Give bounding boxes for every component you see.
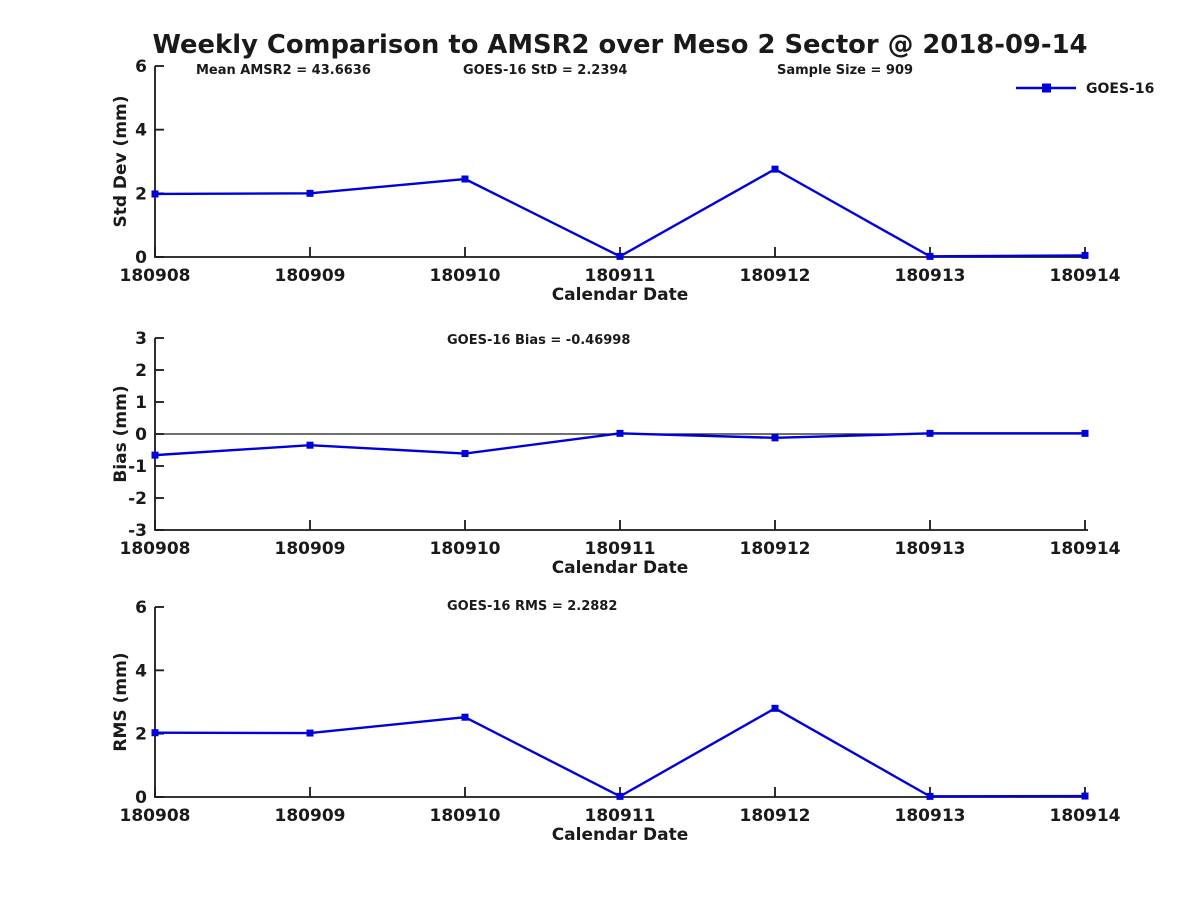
data-point-marker: [616, 252, 624, 260]
data-point-marker: [461, 713, 469, 721]
x-tick-label: 180909: [275, 539, 346, 559]
annotation: GOES-16 StD = 2.2394: [463, 63, 627, 78]
y-tick-label: 0: [135, 788, 147, 808]
data-point-marker: [306, 441, 314, 449]
data-point-marker: [306, 729, 314, 737]
data-line-goes-16: [154, 167, 1086, 258]
x-tick-label: 180910: [430, 539, 501, 559]
data-point-marker: [771, 704, 779, 712]
x-tick-label: 180913: [895, 806, 966, 826]
x-tick-label: 180909: [275, 806, 346, 826]
y-tick-label: 6: [135, 598, 147, 618]
x-axis-label: Calendar Date: [552, 825, 689, 845]
x-tick-label: 180911: [585, 806, 656, 826]
data-line-goes-16: [154, 707, 1086, 798]
x-tick-label: 180910: [430, 266, 501, 286]
x-tick-label: 180913: [895, 539, 966, 559]
annotation: GOES-16 RMS = 2.2882: [447, 599, 617, 614]
y-tick-label: 2: [135, 725, 147, 745]
data-point-marker: [771, 434, 779, 442]
data-point-marker: [616, 429, 624, 437]
y-tick-label: 1: [135, 393, 147, 413]
y-tick-label: 4: [135, 121, 147, 141]
x-tick-label: 180914: [1050, 539, 1121, 559]
y-tick-label: 3: [135, 329, 147, 349]
y-tick-label: -3: [128, 521, 147, 541]
data-point-marker: [771, 165, 779, 173]
data-point-marker: [1081, 792, 1089, 800]
y-axis-label: RMS (mm): [111, 652, 131, 751]
data-point-marker: [306, 189, 314, 197]
data-point-marker: [1081, 251, 1089, 259]
annotation: Mean AMSR2 = 43.6636: [196, 63, 371, 78]
x-tick-label: 180909: [275, 266, 346, 286]
legend-square-marker-icon: [1042, 83, 1051, 93]
subplot-bias: -3 -2 -1 0 1 2 3 180908 180909 180910 180911 180912…: [111, 329, 1121, 578]
y-tick-label: 2: [135, 184, 147, 204]
data-point-marker: [616, 792, 624, 800]
data-point-marker: [926, 429, 934, 437]
x-tick-label: 180911: [585, 266, 656, 286]
x-tick-label: 180913: [895, 266, 966, 286]
data-point-marker: [151, 190, 159, 198]
x-tick-label: 180912: [740, 266, 811, 286]
x-tick-label: 180912: [740, 806, 811, 826]
x-axis-label: Calendar Date: [552, 285, 689, 305]
x-tick-label: 180914: [1050, 806, 1121, 826]
x-tick-label: 180908: [120, 266, 191, 286]
figure-title: Weekly Comparison to AMSR2 over Meso 2 S…: [153, 30, 1088, 60]
x-tick-label: 180910: [430, 806, 501, 826]
x-tick-label: 180914: [1050, 266, 1121, 286]
y-tick-label: 6: [135, 57, 147, 77]
y-tick-label: 0: [135, 425, 147, 445]
x-tick-label: 180908: [120, 539, 191, 559]
y-tick-label: -2: [128, 489, 147, 509]
data-point-marker: [151, 729, 159, 737]
data-point-marker: [1081, 429, 1089, 437]
data-point-marker: [926, 252, 934, 260]
y-tick-label: 0: [135, 248, 147, 268]
y-tick-label: 2: [135, 361, 147, 381]
x-tick-label: 180908: [120, 806, 191, 826]
y-tick-label: 4: [135, 661, 147, 681]
annotation: GOES-16 Bias = -0.46998: [447, 333, 630, 348]
axis-frame-std-dev: [154, 66, 1088, 258]
data-point-marker: [461, 450, 469, 458]
annotation: Sample Size = 909: [777, 63, 913, 78]
x-axis-label: Calendar Date: [552, 558, 689, 578]
y-tick-label: -1: [128, 457, 147, 477]
data-point-marker: [926, 792, 934, 800]
legend: GOES-16: [1016, 81, 1154, 97]
data-point-marker: [461, 175, 469, 183]
subplot-rms: 0 2 4 6 180908 180909 180910 180911 180912 180913…: [111, 598, 1121, 845]
axis-frame-rms: [154, 607, 1088, 798]
legend-label: GOES-16: [1086, 81, 1154, 97]
subplot-panels: 0 2 4 6 180908 180909 180910 180911 180912 180913…: [111, 57, 1121, 845]
x-tick-label: 180911: [585, 539, 656, 559]
y-axis-label: Std Dev (mm): [111, 95, 131, 227]
x-tick-label: 180912: [740, 539, 811, 559]
data-point-marker: [151, 451, 159, 459]
subplot-std-dev: 0 2 4 6 180908 180909 180910 180911 180912 180913…: [111, 57, 1121, 305]
y-axis-label: Bias (mm): [111, 385, 131, 482]
